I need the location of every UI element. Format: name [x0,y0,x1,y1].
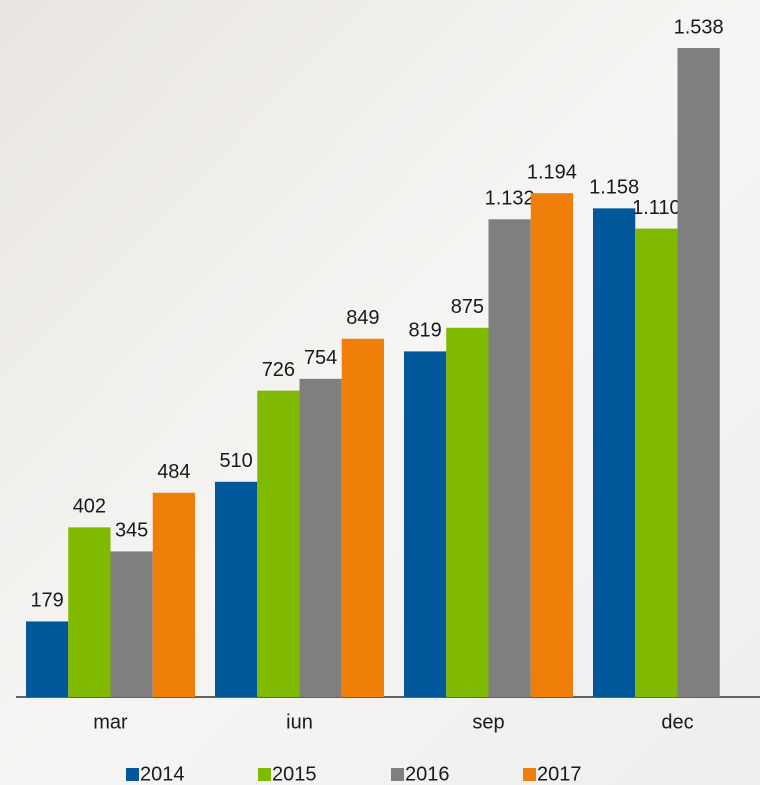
value-label: 402 [73,496,106,518]
value-label: 179 [30,590,63,612]
bar [446,327,489,697]
legend-label: 2015 [272,763,317,785]
bar [404,351,447,697]
legend-label: 2016 [405,763,450,785]
value-label: 510 [219,450,252,472]
value-label: 849 [346,307,379,329]
value-label: 726 [262,359,295,381]
legend-swatch [258,768,271,781]
bar [593,208,636,697]
legend-swatch [391,768,404,781]
value-label: 1.132 [485,188,535,210]
bar [215,481,258,697]
legend-swatch [523,768,536,781]
x-tick-label: mar [93,711,128,733]
bar [26,621,69,697]
bar [68,527,111,697]
value-label: 1.194 [527,161,577,183]
bar [635,228,678,697]
bar [488,219,531,697]
bar [299,378,342,697]
bar [152,492,195,697]
bar [110,551,153,697]
x-tick-label: dec [661,711,693,733]
bar [341,338,384,697]
x-tick-label: iun [286,711,313,733]
value-label: 1.110 [632,197,681,219]
value-label: 1.158 [589,177,639,199]
legend-swatch [126,768,139,781]
value-label: 345 [115,520,148,542]
legend-label: 2014 [140,763,185,785]
x-tick-label: sep [472,711,504,733]
bar [530,193,573,697]
value-label: 819 [408,320,441,342]
legend-label: 2017 [537,763,582,785]
value-label: 875 [451,296,484,318]
value-label: 1.538 [674,16,724,38]
bar [677,48,720,697]
value-label: 484 [157,461,190,483]
bar [257,390,300,697]
value-label: 754 [304,347,337,369]
